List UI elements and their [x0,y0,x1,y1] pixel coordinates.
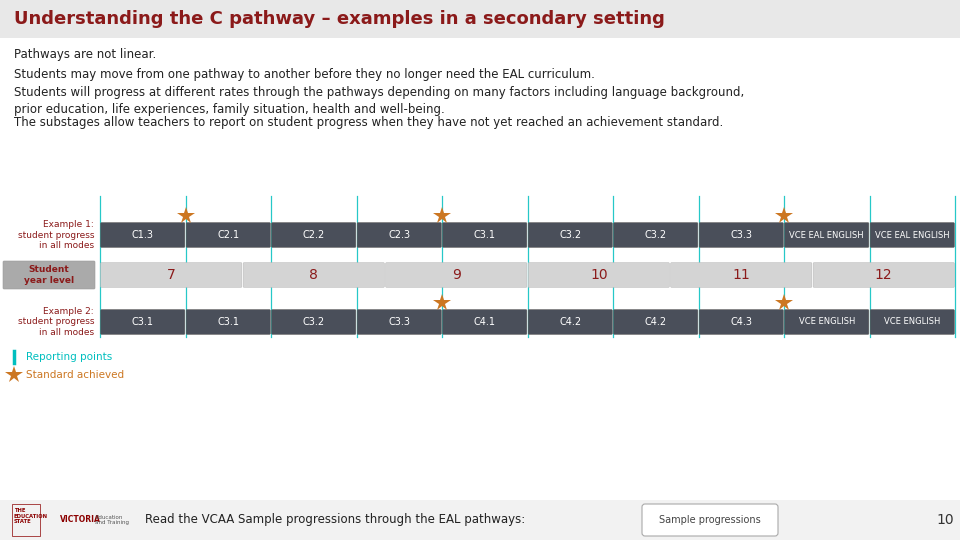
Text: THE
EDUCATION
STATE: THE EDUCATION STATE [14,508,48,524]
Text: Example 2:
student progress
in all modes: Example 2: student progress in all modes [17,307,94,337]
Text: C4.2: C4.2 [559,317,582,327]
Text: Students may move from one pathway to another before they no longer need the EAL: Students may move from one pathway to an… [14,68,595,81]
Bar [12,504,40,536]
FancyBboxPatch shape [613,310,698,334]
FancyBboxPatch shape [870,310,954,334]
FancyBboxPatch shape [813,262,954,287]
FancyBboxPatch shape [243,262,384,287]
Text: 7: 7 [167,268,176,282]
FancyBboxPatch shape [386,262,527,287]
Text: C3.1: C3.1 [217,317,239,327]
FancyBboxPatch shape [272,310,356,334]
Text: C3.3: C3.3 [731,230,753,240]
FancyBboxPatch shape [699,310,783,334]
Text: C3.3: C3.3 [388,317,410,327]
Text: Reporting points: Reporting points [26,352,112,362]
FancyBboxPatch shape [101,310,184,334]
FancyBboxPatch shape [870,222,954,247]
FancyBboxPatch shape [613,222,698,247]
FancyBboxPatch shape [443,222,527,247]
Text: 10: 10 [936,513,954,527]
Text: C2.1: C2.1 [217,230,239,240]
Text: C4.2: C4.2 [645,317,667,327]
FancyBboxPatch shape [671,262,812,287]
FancyBboxPatch shape [357,222,442,247]
FancyBboxPatch shape [784,222,869,247]
Text: C2.2: C2.2 [302,230,324,240]
FancyBboxPatch shape [101,262,242,287]
Text: VCE EAL ENGLISH: VCE EAL ENGLISH [789,231,864,240]
FancyBboxPatch shape [101,222,184,247]
Text: C3.2: C3.2 [645,230,667,240]
Text: 10: 10 [590,268,608,282]
FancyBboxPatch shape [3,261,95,289]
Text: 8: 8 [309,268,318,282]
Text: C4.1: C4.1 [473,317,495,327]
FancyBboxPatch shape [272,222,356,247]
Text: C3.1: C3.1 [473,230,495,240]
Text: C3.2: C3.2 [559,230,582,240]
Bar [0,0,960,38]
Text: VICTORIA: VICTORIA [60,516,101,524]
Text: Student
year level: Student year level [24,265,74,285]
Text: Example 1:
student progress
in all modes: Example 1: student progress in all modes [17,220,94,250]
FancyBboxPatch shape [357,310,442,334]
FancyBboxPatch shape [784,310,869,334]
Text: Understanding the C pathway – examples in a secondary setting: Understanding the C pathway – examples i… [14,10,665,28]
FancyBboxPatch shape [443,310,527,334]
Text: C1.3: C1.3 [132,230,154,240]
FancyBboxPatch shape [642,504,778,536]
Text: C3.2: C3.2 [302,317,324,327]
Text: Students will progress at different rates through the pathways depending on many: Students will progress at different rate… [14,86,744,116]
Text: C3.1: C3.1 [132,317,154,327]
Text: The substages allow teachers to report on student progress when they have not ye: The substages allow teachers to report o… [14,116,723,129]
Text: Sample progressions: Sample progressions [660,515,761,525]
Text: 12: 12 [875,268,893,282]
Text: Read the VCAA Sample progressions through the EAL pathways:: Read the VCAA Sample progressions throug… [145,514,525,526]
FancyBboxPatch shape [528,310,612,334]
Text: Standard achieved: Standard achieved [26,370,124,380]
FancyBboxPatch shape [186,222,271,247]
FancyBboxPatch shape [528,262,669,287]
Text: Pathways are not linear.: Pathways are not linear. [14,48,156,61]
Text: 9: 9 [452,268,461,282]
FancyBboxPatch shape [186,310,271,334]
Text: VCE ENGLISH: VCE ENGLISH [884,318,941,327]
Bar [0,500,960,540]
Text: C2.3: C2.3 [388,230,410,240]
FancyBboxPatch shape [528,222,612,247]
Text: 11: 11 [732,268,750,282]
Text: VCE ENGLISH: VCE ENGLISH [799,318,855,327]
Text: VCE EAL ENGLISH: VCE EAL ENGLISH [875,231,949,240]
Text: Education
and Training: Education and Training [95,515,129,525]
Text: C4.3: C4.3 [731,317,753,327]
FancyBboxPatch shape [699,222,783,247]
